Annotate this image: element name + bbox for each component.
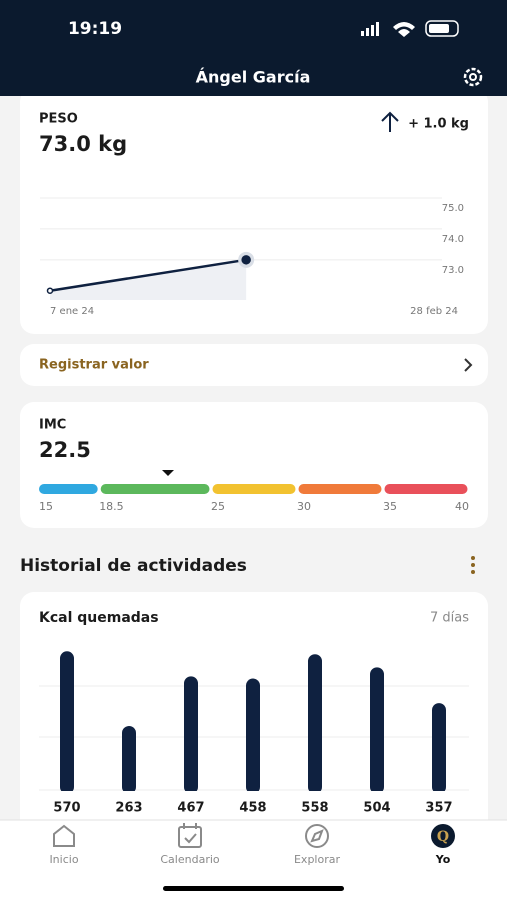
trend-arrow (381, 111, 399, 132)
status-icons (361, 20, 459, 37)
profile-icon (431, 824, 455, 848)
bar (370, 667, 384, 794)
y-tick-label: 74.0 (442, 234, 464, 245)
more-menu[interactable] (471, 556, 475, 574)
line (49, 258, 247, 292)
bar-value-label: 263 (115, 801, 142, 816)
kcal-chart: 570 263 467 458 558 504 357 (39, 651, 469, 816)
scale-segment (384, 484, 468, 494)
area (50, 259, 247, 300)
scale-segment (212, 484, 296, 494)
profile-initial: Q (437, 829, 449, 845)
scale-label: 25 (211, 500, 225, 513)
point (46, 287, 54, 294)
point (241, 255, 251, 265)
y-tick-label: 75.0 (442, 203, 464, 214)
bar (308, 654, 322, 794)
bmi-scale: 15 18.5 25 30 35 40 (39, 470, 469, 513)
bar (122, 726, 136, 794)
status-time: 19:19 (68, 19, 122, 39)
header (0, 0, 507, 96)
settings-icon[interactable] (463, 67, 483, 87)
chevron (464, 358, 473, 372)
scale-segment (100, 484, 210, 494)
card-title: Kcal quemadas (39, 610, 159, 626)
weight-chart: 73.0 74.0 75.0 7 ene 24 28 feb 24 (40, 197, 464, 317)
bar-value-label: 357 (425, 801, 452, 816)
header-title: Ángel García (196, 68, 311, 87)
bmi-value: 22.5 (39, 438, 91, 462)
bar-value-label: 570 (53, 801, 80, 816)
register-button[interactable] (20, 344, 488, 386)
bar-value-label: 458 (239, 801, 266, 816)
scale-segment (39, 484, 98, 494)
scale-label: 40 (455, 500, 469, 513)
weight-card (20, 88, 488, 334)
bmi-card (20, 402, 488, 528)
scale-segment (298, 484, 382, 494)
bar (246, 678, 260, 794)
section-title: Historial de actividades (20, 556, 247, 576)
bar-value-label: 467 (177, 801, 204, 816)
scale-label: 35 (383, 500, 397, 513)
bar (432, 703, 446, 794)
scale-label: 30 (297, 500, 311, 513)
bar (60, 651, 74, 794)
bar-value-label: 558 (301, 801, 328, 816)
y-tick-label: 73.0 (442, 265, 464, 276)
home-indicator (163, 886, 344, 891)
register-label[interactable]: Registrar valor (39, 358, 149, 373)
home-icon (53, 824, 75, 847)
bar-base-cover (39, 791, 469, 797)
scale-label: 18.5 (99, 500, 124, 513)
weight-label: PESO (39, 112, 78, 127)
x-tick-label: 7 ene 24 (50, 306, 94, 317)
scale-label: 15 (39, 500, 53, 513)
tab-label[interactable]: Inicio (49, 853, 78, 866)
tab-label[interactable]: Calendario (160, 853, 220, 866)
tab-label[interactable]: Yo (435, 853, 451, 866)
calendar-icon (178, 823, 202, 848)
bar (184, 676, 198, 794)
x-tick-label: 28 feb 24 (410, 306, 458, 317)
tab-label[interactable]: Explorar (294, 853, 340, 866)
period[interactable]: 7 días (430, 611, 469, 626)
bmi-marker (162, 470, 174, 476)
weight-change: + 1.0 kg (408, 117, 469, 132)
weight-value: 73.0 kg (39, 132, 127, 156)
bmi-label: IMC (39, 418, 66, 433)
explore-icon (305, 824, 329, 848)
bar-value-label: 504 (363, 801, 390, 816)
tabs: Inicio Calendario Explorar Yo (49, 853, 450, 866)
